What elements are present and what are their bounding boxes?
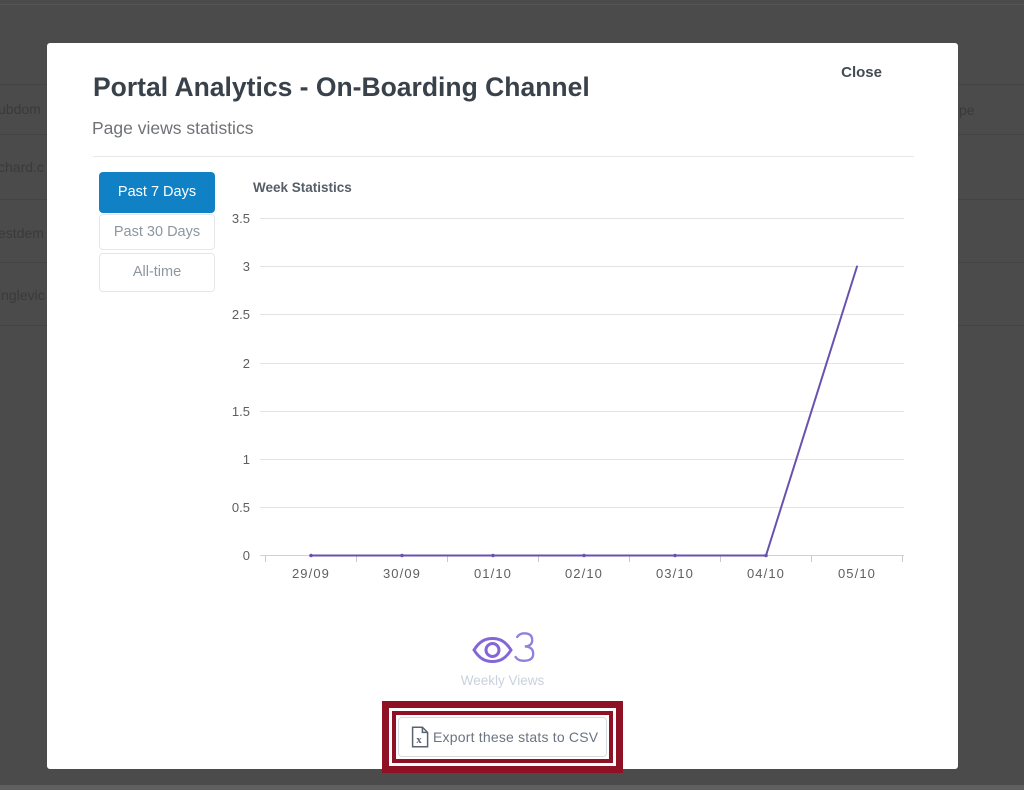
svg-text:0: 0	[243, 548, 250, 563]
svg-text:3.5: 3.5	[232, 211, 250, 226]
svg-text:01/10: 01/10	[474, 566, 512, 581]
svg-text:03/10: 03/10	[656, 566, 694, 581]
svg-text:2.5: 2.5	[232, 307, 250, 322]
svg-text:05/10: 05/10	[838, 566, 876, 581]
svg-text:1.5: 1.5	[232, 404, 250, 419]
svg-text:30/09: 30/09	[383, 566, 421, 581]
svg-text:04/10: 04/10	[747, 566, 785, 581]
svg-text:29/09: 29/09	[292, 566, 330, 581]
svg-text:1: 1	[243, 452, 250, 467]
svg-text:3: 3	[243, 259, 250, 274]
svg-text:x: x	[416, 734, 422, 746]
svg-text:02/10: 02/10	[565, 566, 603, 581]
svg-text:2: 2	[243, 356, 250, 371]
svg-text:0.5: 0.5	[232, 500, 250, 515]
